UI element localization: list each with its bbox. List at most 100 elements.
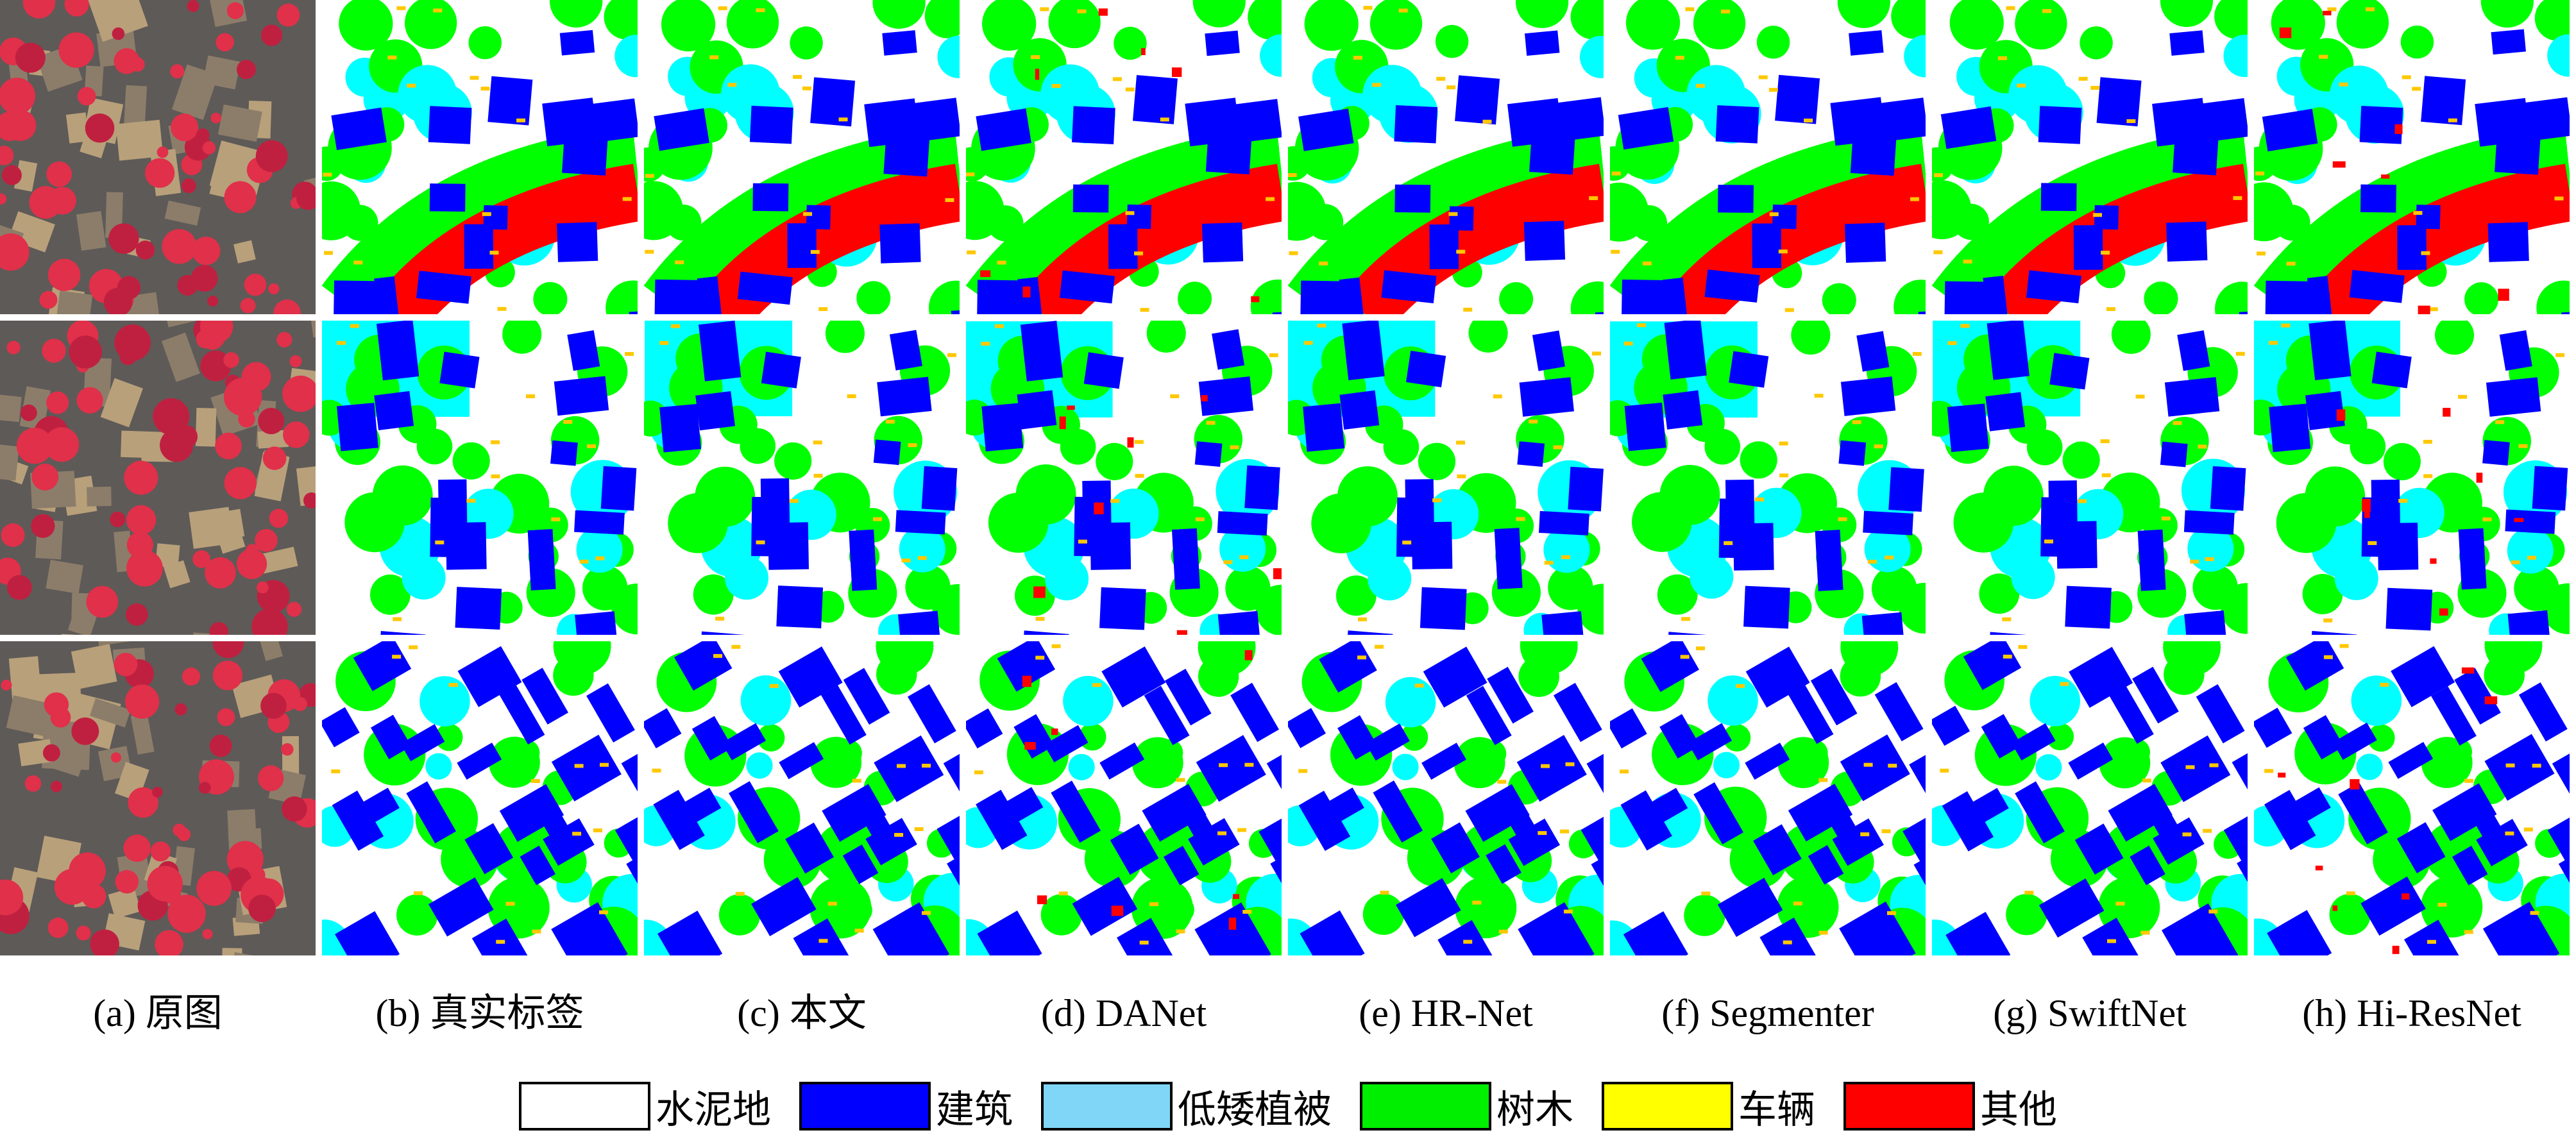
region (621, 750, 638, 809)
region (967, 250, 976, 255)
region (671, 324, 681, 328)
region (659, 403, 702, 453)
vegetation (114, 48, 140, 74)
image-grid (0, 0, 2570, 955)
region (324, 251, 334, 255)
region (908, 443, 917, 448)
region (1894, 280, 1926, 314)
region (1867, 559, 1877, 564)
vegetation (16, 428, 53, 464)
roof (202, 55, 241, 90)
region (2367, 724, 2395, 752)
region (353, 641, 412, 691)
region (435, 540, 445, 544)
region (2523, 827, 2533, 832)
noise (2430, 558, 2437, 564)
region (789, 499, 799, 503)
segmentation-map (1288, 641, 1604, 955)
region (1375, 644, 1384, 649)
region (1396, 878, 1461, 937)
caption: (f) Segmenter (1661, 992, 1874, 1034)
region (818, 939, 828, 943)
vegetation (153, 398, 190, 435)
region (1861, 612, 1905, 635)
vegetation (110, 511, 126, 528)
region (1752, 223, 1782, 269)
region (787, 223, 817, 268)
region (396, 6, 406, 10)
region (1724, 541, 1733, 545)
region (1541, 611, 1585, 635)
region (1736, 684, 1745, 688)
region (2269, 340, 2278, 345)
region (2303, 715, 2344, 760)
region (2554, 196, 2564, 201)
region (1693, 0, 1746, 50)
region (1695, 646, 1705, 651)
noise (980, 270, 991, 278)
vegetation (86, 585, 119, 618)
legend-item: 水泥地 (519, 1079, 771, 1134)
region (1482, 119, 1492, 124)
region (1777, 737, 1829, 789)
region (502, 321, 542, 354)
region (1515, 0, 1569, 28)
region (1040, 7, 1049, 12)
region (1945, 911, 2011, 955)
region (803, 212, 813, 216)
vegetation (173, 823, 186, 837)
region (2359, 106, 2403, 144)
region (802, 86, 811, 90)
region (1788, 784, 1853, 842)
noise (2381, 174, 2390, 179)
roof (67, 605, 98, 635)
noise (1098, 8, 1108, 16)
region (2547, 810, 2570, 864)
region (1953, 203, 1989, 240)
vegetation (224, 181, 257, 214)
region (1983, 275, 2009, 314)
vegetation (77, 87, 96, 106)
region (353, 260, 363, 265)
vegetation (47, 917, 69, 938)
region (2003, 654, 2012, 659)
region (997, 260, 1006, 265)
region (2530, 911, 2539, 915)
vegetation (283, 421, 310, 448)
region (2264, 769, 2274, 773)
region (2360, 876, 2426, 936)
region (2534, 0, 2570, 41)
region (1788, 684, 1834, 744)
vegetation (69, 852, 106, 889)
region (2499, 330, 2532, 371)
region (749, 105, 793, 144)
region (1358, 617, 1368, 621)
region (1317, 323, 1326, 328)
vegetation (244, 273, 267, 296)
region (740, 675, 792, 726)
region (2190, 937, 2241, 955)
region (551, 734, 622, 802)
region (718, 894, 761, 936)
region (2421, 737, 2473, 788)
vegetation (1, 679, 12, 691)
region (595, 556, 605, 560)
region (2428, 307, 2438, 312)
roof (46, 559, 83, 594)
region (1385, 677, 1436, 728)
vegetation (167, 895, 206, 933)
region (897, 764, 906, 768)
region (1981, 714, 2022, 759)
vegetation (262, 446, 287, 470)
region (1020, 321, 1063, 382)
region (2106, 939, 2116, 943)
region (2011, 555, 2055, 600)
noise (1094, 502, 1104, 515)
region (2205, 557, 2214, 561)
noise (2392, 945, 2400, 954)
region (2421, 251, 2430, 255)
region (790, 26, 823, 60)
region (1849, 30, 1884, 56)
region (1419, 587, 1467, 630)
region (1985, 392, 2026, 432)
